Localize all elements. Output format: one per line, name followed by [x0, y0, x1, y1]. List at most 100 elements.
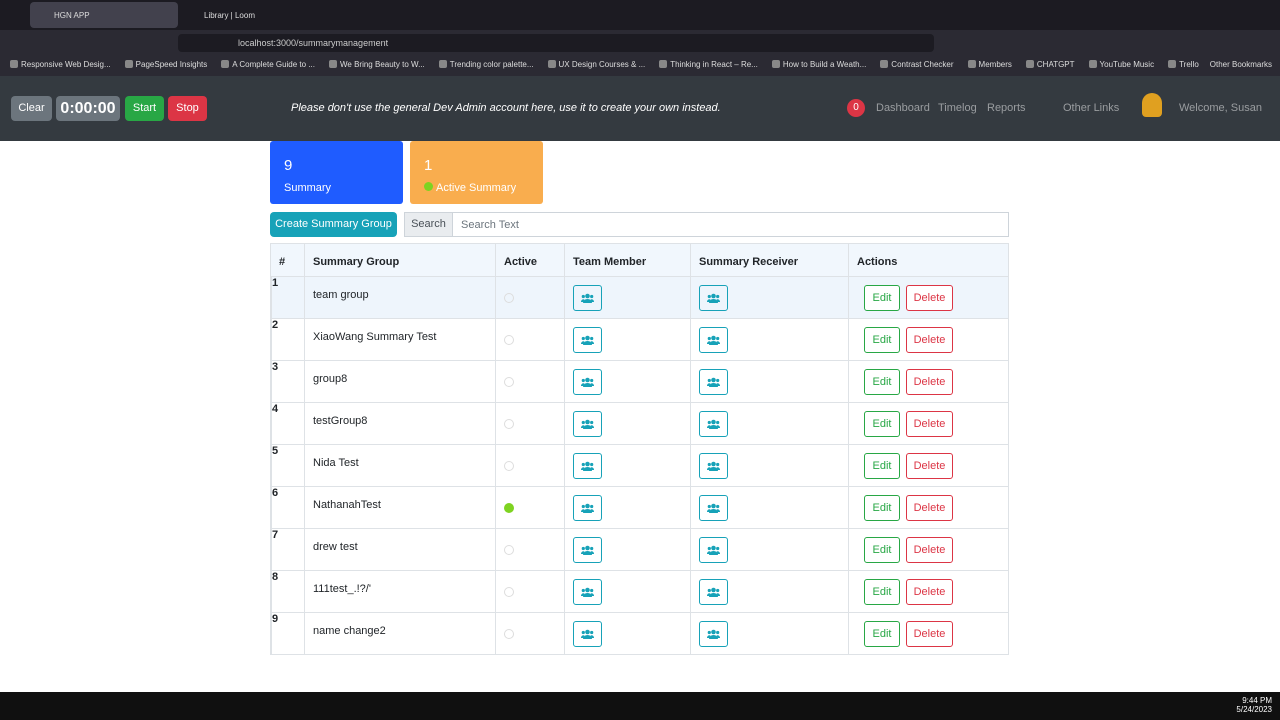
cell [564, 361, 690, 402]
group-name: Nida Test [313, 457, 359, 469]
team-member-button[interactable] [573, 285, 602, 311]
bookmark[interactable]: YouTube Music [1089, 60, 1155, 76]
label: Active Summary [436, 182, 517, 194]
cell: Edit Delete [848, 445, 1010, 486]
cell: group8 [304, 361, 495, 402]
bookmark[interactable]: Responsive Web Desig... [10, 60, 111, 76]
inactive-dot [504, 587, 514, 597]
bookmark[interactable]: Trending color palette... [439, 60, 534, 76]
cell: Edit Delete [848, 403, 1010, 444]
team-member-button[interactable] [573, 369, 602, 395]
tab[interactable]: HGN APP [30, 2, 178, 28]
summary-receiver-button[interactable] [699, 495, 728, 521]
cell [495, 445, 564, 486]
header-cell: Team Member [564, 244, 690, 276]
users-icon [581, 377, 594, 387]
team-member-button[interactable] [573, 495, 602, 521]
edit-button[interactable]: Edit [864, 537, 900, 563]
cell [564, 277, 690, 318]
clear-button[interactable]: Clear [11, 96, 52, 121]
inactive-dot [504, 461, 514, 471]
team-member-button[interactable] [573, 621, 602, 647]
bookmark[interactable]: UX Design Courses & ... [548, 60, 646, 76]
other-bookmarks[interactable]: Other Bookmarks [1209, 60, 1272, 69]
table-row: 5 Nida Test Edit Delete [270, 445, 1009, 487]
cell: 1 [271, 277, 304, 318]
team-member-button[interactable] [573, 579, 602, 605]
count: 9 [284, 157, 293, 174]
tab[interactable]: Library | Loom [204, 11, 255, 20]
summary-card: 9 Summary [270, 141, 403, 204]
delete-button[interactable]: Delete [906, 453, 953, 479]
bookmark[interactable]: Members [968, 60, 1012, 76]
bookmark[interactable]: We Bring Beauty to W... [329, 60, 425, 76]
bookmark[interactable]: Trello [1168, 60, 1199, 76]
delete-button[interactable]: Delete [906, 285, 953, 311]
cell [495, 403, 564, 444]
team-member-button[interactable] [573, 537, 602, 563]
bookmark[interactable]: A Complete Guide to ... [221, 60, 315, 76]
inactive-dot [504, 293, 514, 303]
url[interactable]: localhost:3000/summarymanagement [178, 34, 934, 52]
team-member-button[interactable] [573, 327, 602, 353]
summary-receiver-button[interactable] [699, 537, 728, 563]
bookmark[interactable]: CHATGPT [1026, 60, 1075, 76]
edit-button[interactable]: Edit [864, 579, 900, 605]
delete-button[interactable]: Delete [906, 537, 953, 563]
cell [495, 361, 564, 402]
edit-button[interactable]: Edit [864, 285, 900, 311]
delete-button[interactable]: Delete [906, 579, 953, 605]
table-row: 1 team group Edit Delete [270, 277, 1009, 319]
search-input[interactable]: Search Text [452, 212, 1009, 237]
summary-receiver-button[interactable] [699, 327, 728, 353]
summary-receiver-button[interactable] [699, 579, 728, 605]
group-name: 111test_.!?/' [313, 583, 371, 595]
active-dot [504, 503, 514, 513]
table-header: # Summary Group Active Team Member Summary R… [270, 243, 1009, 277]
edit-button[interactable]: Edit [864, 327, 900, 353]
welcome[interactable]: Welcome, Susan [1179, 102, 1262, 114]
notification-badge[interactable]: 0 [847, 99, 865, 117]
table: # Summary Group Active Team Member Summary R… [270, 243, 1009, 655]
bookmark[interactable]: Contrast Checker [880, 60, 953, 76]
row-index: 8 [272, 571, 279, 583]
summary-receiver-button[interactable] [699, 621, 728, 647]
edit-button[interactable]: Edit [864, 495, 900, 521]
cell [690, 613, 848, 654]
nav-link[interactable]: Reports [987, 102, 1026, 114]
edit-button[interactable]: Edit [864, 411, 900, 437]
summary-receiver-button[interactable] [699, 411, 728, 437]
summary-receiver-button[interactable] [699, 369, 728, 395]
cell: 4 [271, 403, 304, 444]
cell: 8 [271, 571, 304, 612]
nav-link[interactable]: Dashboard [876, 102, 930, 114]
team-member-button[interactable] [573, 453, 602, 479]
bookmark[interactable]: PageSpeed Insights [125, 60, 208, 76]
team-member-button[interactable] [573, 411, 602, 437]
delete-button[interactable]: Delete [906, 369, 953, 395]
label: Summary [284, 182, 332, 194]
delete-button[interactable]: Delete [906, 495, 953, 521]
users-icon [707, 293, 720, 303]
bookmark[interactable]: Thinking in React – Re... [659, 60, 758, 76]
summary-receiver-button[interactable] [699, 453, 728, 479]
delete-button[interactable]: Delete [906, 327, 953, 353]
edit-button[interactable]: Edit [864, 369, 900, 395]
bookmark[interactable]: How to Build a Weath... [772, 60, 866, 76]
users-icon [707, 545, 720, 555]
edit-button[interactable]: Edit [864, 453, 900, 479]
create-button[interactable]: Create Summary Group [270, 212, 397, 237]
delete-button[interactable]: Delete [906, 411, 953, 437]
nav-link[interactable]: Timelog [938, 102, 977, 114]
start-button[interactable]: Start [125, 96, 164, 121]
summary-receiver-button[interactable] [699, 285, 728, 311]
edit-button[interactable]: Edit [864, 621, 900, 647]
stop-button[interactable]: Stop [168, 96, 207, 121]
nav-link[interactable]: Other Links [1063, 102, 1120, 114]
notice: Please don't use the general Dev Admin a… [291, 102, 721, 114]
delete-button[interactable]: Delete [906, 621, 953, 647]
cell: Edit Delete [848, 613, 1010, 654]
users-icon [581, 419, 594, 429]
avatar[interactable] [1142, 93, 1162, 117]
cell: 2 [271, 319, 304, 360]
